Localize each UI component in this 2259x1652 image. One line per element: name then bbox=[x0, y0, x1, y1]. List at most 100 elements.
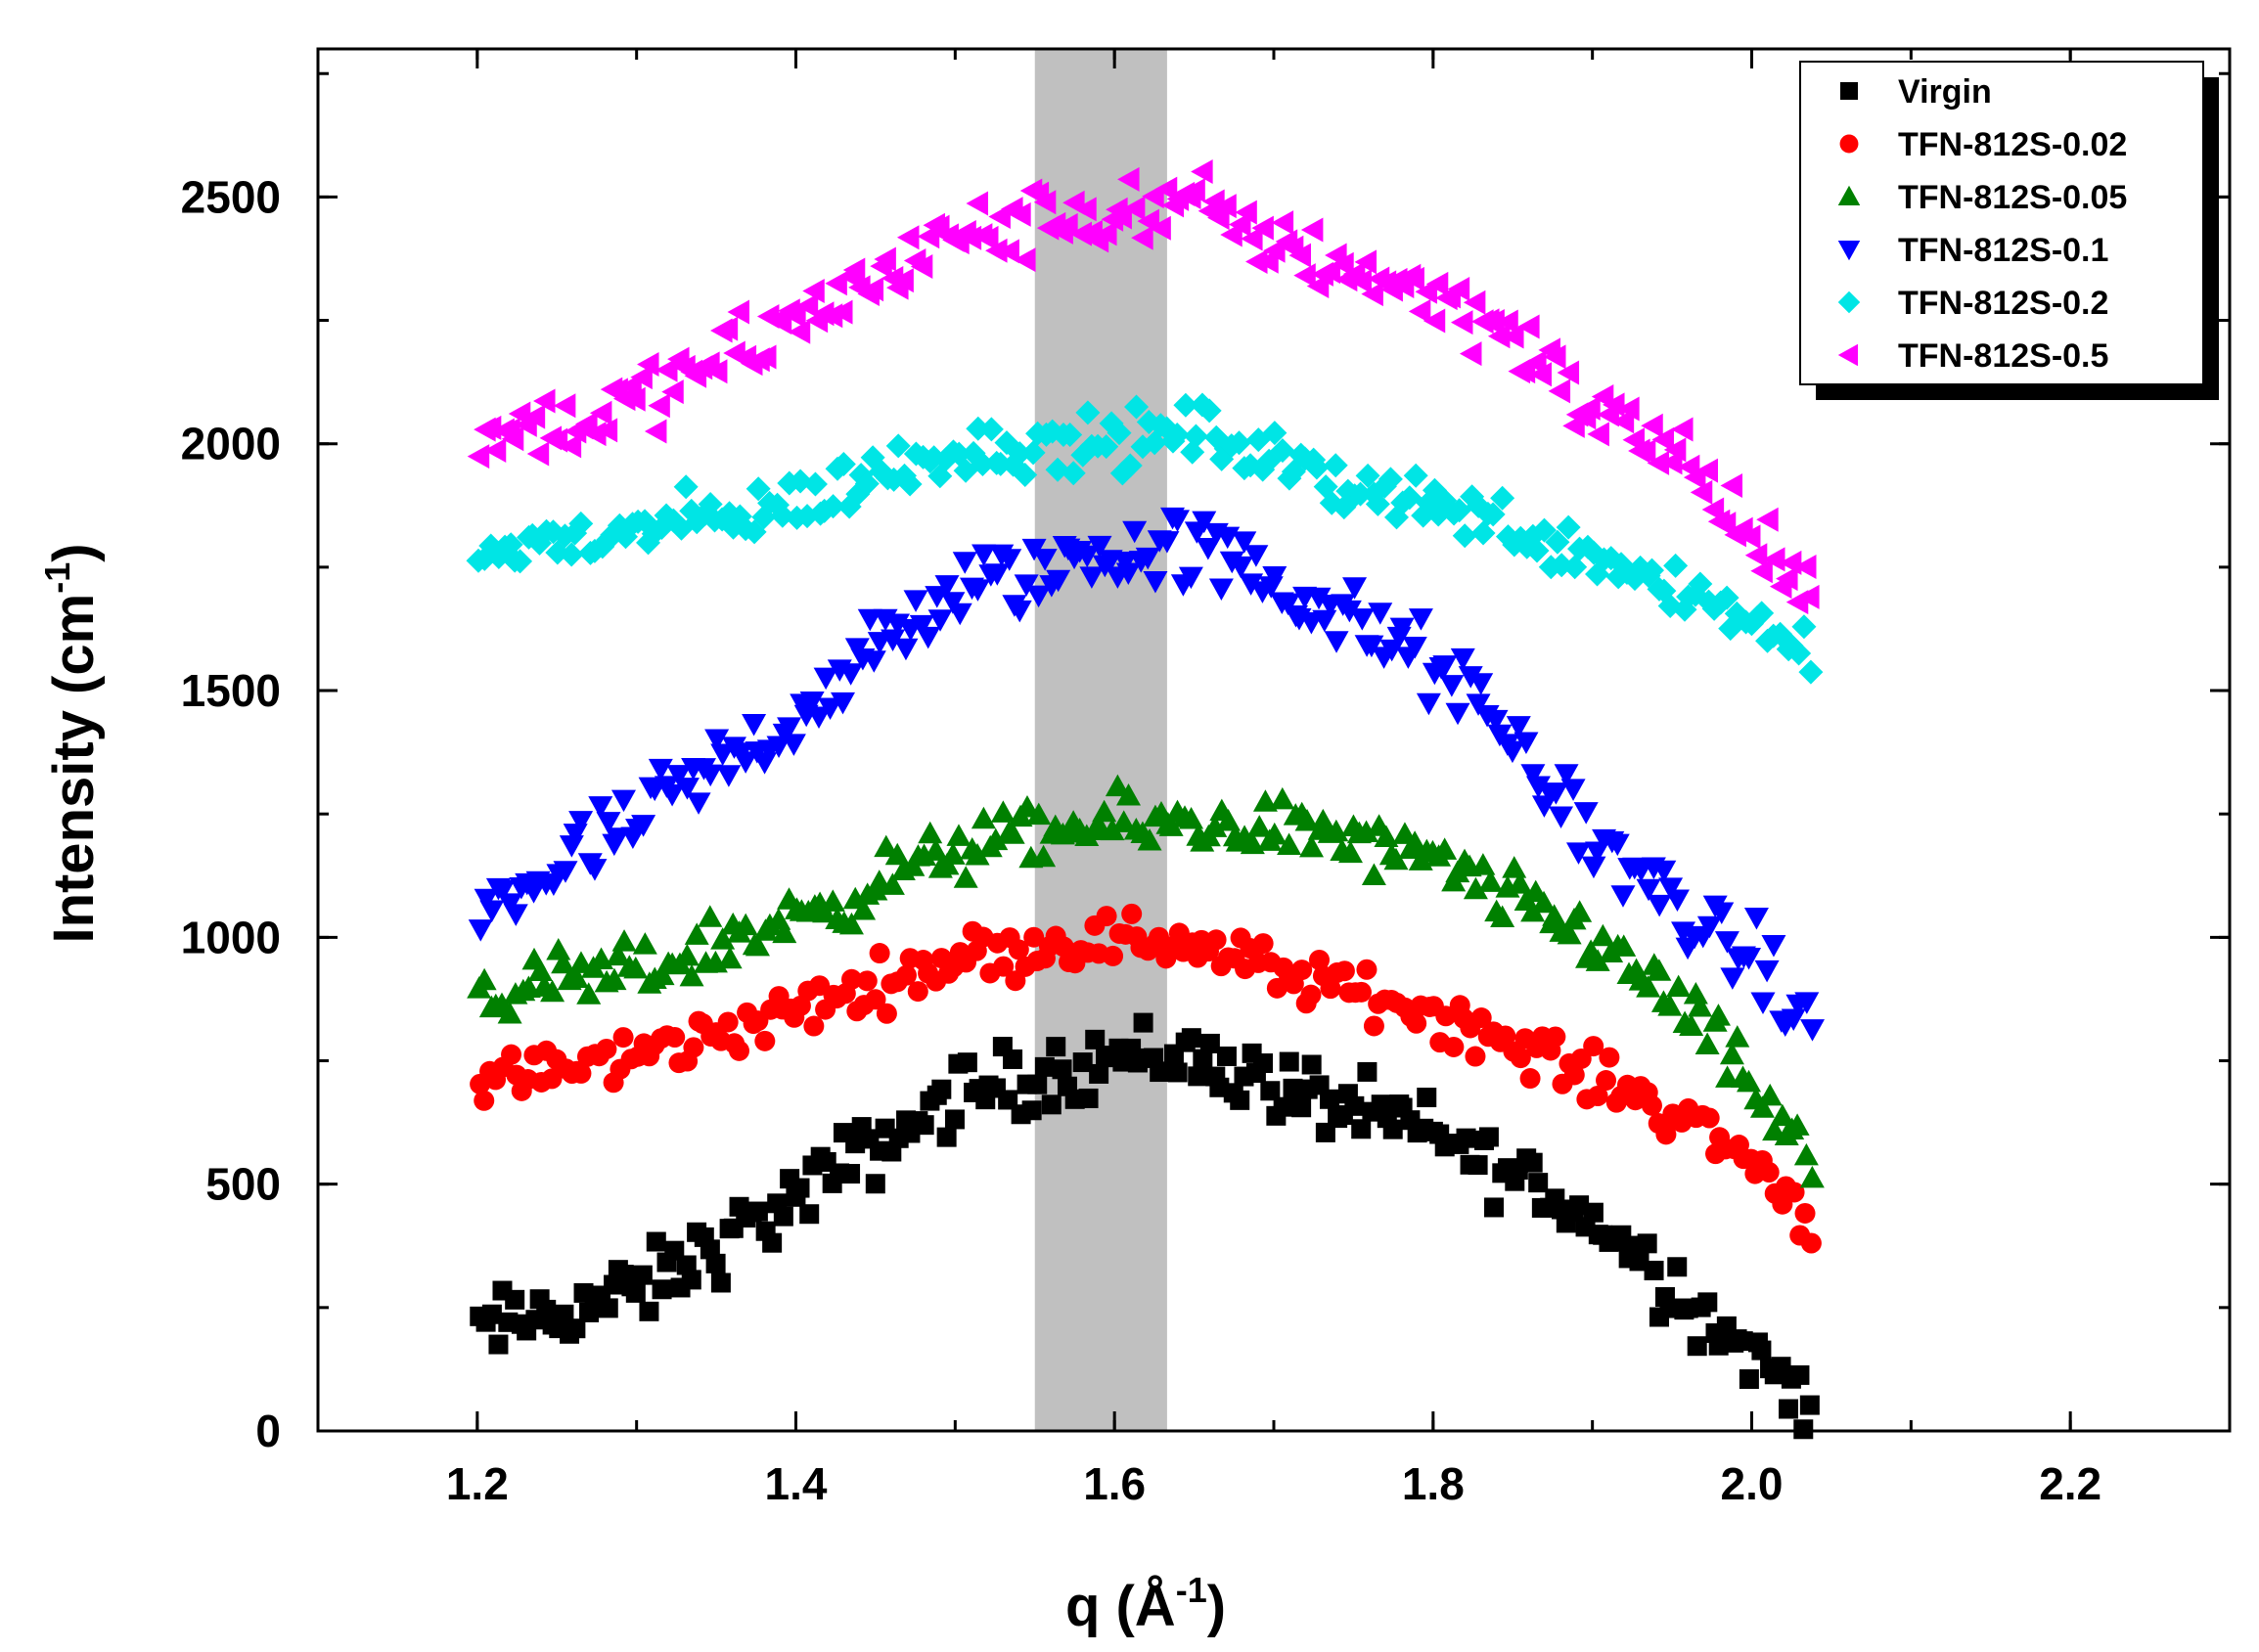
data-point bbox=[612, 1027, 634, 1049]
data-point bbox=[1078, 1088, 1099, 1108]
data-point bbox=[1470, 520, 1496, 546]
data-point bbox=[1382, 1119, 1403, 1139]
data-point bbox=[1545, 529, 1570, 555]
data-point bbox=[1664, 889, 1690, 913]
data-point bbox=[813, 667, 838, 691]
data-point bbox=[1337, 840, 1363, 864]
data-point bbox=[1205, 929, 1227, 951]
legend-item: Virgin bbox=[1840, 73, 1992, 111]
data-point bbox=[1647, 450, 1670, 475]
data-point bbox=[486, 544, 512, 569]
data-point bbox=[838, 663, 864, 686]
data-point bbox=[1354, 249, 1378, 275]
legend-label: TFN-812S-0.5 bbox=[1898, 337, 2108, 375]
data-point bbox=[1508, 871, 1533, 894]
data-point bbox=[623, 386, 646, 412]
data-point bbox=[1061, 461, 1086, 486]
data-point bbox=[990, 800, 1016, 823]
data-point bbox=[1031, 844, 1057, 868]
data-point bbox=[733, 751, 758, 774]
data-point bbox=[993, 956, 1015, 977]
data-point bbox=[1697, 1292, 1718, 1313]
data-point bbox=[840, 1164, 861, 1184]
data-point bbox=[1445, 860, 1470, 883]
data-point bbox=[885, 433, 911, 459]
data-point bbox=[1332, 251, 1354, 277]
data-point bbox=[1713, 512, 1737, 537]
data-point bbox=[1095, 221, 1117, 246]
data-point bbox=[788, 319, 811, 344]
data-point bbox=[1737, 1069, 1762, 1093]
data-point bbox=[705, 1253, 726, 1273]
data-point bbox=[576, 982, 602, 1005]
data-point bbox=[1262, 421, 1288, 446]
data-point bbox=[1320, 978, 1341, 1000]
data-point bbox=[1342, 577, 1368, 600]
data-point bbox=[895, 964, 917, 986]
data-point bbox=[606, 943, 631, 966]
data-point bbox=[1052, 1059, 1072, 1080]
data-point bbox=[710, 927, 736, 950]
data-point bbox=[704, 359, 728, 384]
data-point bbox=[1241, 226, 1263, 251]
data-point bbox=[1350, 981, 1372, 1003]
data-point bbox=[1720, 967, 1745, 990]
data-point bbox=[1629, 1251, 1649, 1272]
data-point bbox=[468, 919, 493, 942]
data-point bbox=[1058, 422, 1083, 447]
data-point bbox=[1756, 507, 1779, 532]
data-point bbox=[1548, 379, 1571, 404]
data-point bbox=[1045, 457, 1070, 482]
data-point bbox=[1520, 899, 1546, 922]
data-point bbox=[1688, 571, 1713, 597]
data-point bbox=[1739, 1368, 1759, 1389]
data-point bbox=[944, 1109, 965, 1130]
data-point bbox=[1797, 584, 1820, 609]
legend-marker bbox=[1839, 134, 1859, 154]
data-point bbox=[1439, 675, 1465, 697]
x-tick-label: 2.0 bbox=[1721, 1458, 1784, 1509]
legend-label: TFN-812S-0.02 bbox=[1898, 126, 2127, 163]
data-point bbox=[1701, 497, 1725, 522]
data-point bbox=[1611, 409, 1635, 434]
data-point bbox=[570, 1062, 592, 1084]
data-point bbox=[1173, 392, 1198, 418]
data-point bbox=[646, 1231, 666, 1252]
data-point bbox=[683, 1037, 704, 1058]
data-point bbox=[1633, 438, 1656, 464]
data-point bbox=[1288, 243, 1311, 268]
data-point bbox=[971, 806, 996, 829]
data-point bbox=[1008, 939, 1029, 960]
data-point bbox=[1567, 900, 1593, 922]
data-point bbox=[1587, 1085, 1608, 1106]
data-point bbox=[1531, 890, 1557, 914]
data-point bbox=[773, 1206, 793, 1227]
data-point bbox=[674, 943, 700, 966]
data-point bbox=[1514, 732, 1539, 755]
data-point bbox=[481, 1304, 502, 1324]
highlight-band-layer bbox=[1034, 49, 1167, 1431]
data-point bbox=[1531, 517, 1557, 543]
data-point bbox=[1167, 1062, 1188, 1083]
data-point bbox=[931, 1079, 952, 1099]
data-point bbox=[1483, 709, 1509, 733]
data-point bbox=[965, 579, 990, 602]
data-point bbox=[1027, 1074, 1048, 1094]
data-point bbox=[1758, 1161, 1780, 1183]
data-point bbox=[971, 544, 997, 567]
data-point bbox=[841, 968, 863, 990]
data-point bbox=[503, 904, 528, 926]
data-point bbox=[637, 351, 659, 377]
data-point bbox=[1046, 569, 1071, 593]
data-point bbox=[983, 827, 1009, 851]
legend-label: TFN-812S-0.2 bbox=[1898, 285, 2108, 322]
data-point bbox=[1365, 491, 1390, 516]
data-point bbox=[770, 503, 795, 528]
data-point bbox=[1273, 1096, 1293, 1117]
data-point bbox=[997, 549, 1022, 571]
data-point bbox=[488, 1334, 509, 1355]
data-point bbox=[1566, 842, 1592, 865]
data-point bbox=[1165, 510, 1191, 532]
legend-label: TFN-812S-0.1 bbox=[1898, 232, 2108, 269]
data-point bbox=[1109, 204, 1132, 230]
